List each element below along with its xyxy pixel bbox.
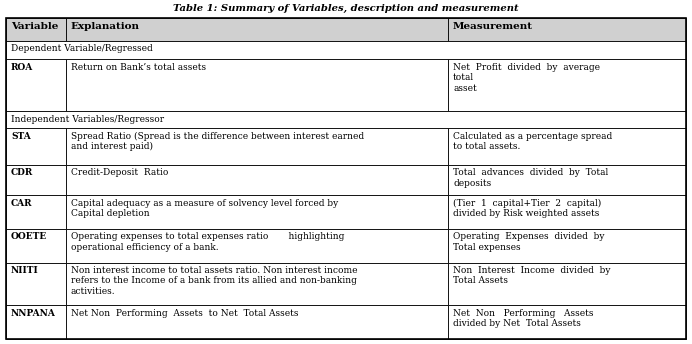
Bar — [6, 229, 66, 262]
Bar — [6, 18, 66, 41]
Text: Return on Bank’s total assets: Return on Bank’s total assets — [71, 63, 206, 72]
Text: Capital adequacy as a measure of solvency level forced by
Capital depletion: Capital adequacy as a measure of solvenc… — [71, 199, 338, 218]
Text: Net  Profit  divided  by  average
total
asset: Net Profit divided by average total asse… — [453, 63, 600, 93]
Bar — [66, 165, 448, 195]
Bar — [66, 305, 448, 339]
Text: NIITI: NIITI — [11, 266, 39, 275]
Text: NNPANA: NNPANA — [11, 309, 56, 318]
Text: Credit-Deposit  Ratio: Credit-Deposit Ratio — [71, 168, 168, 177]
Text: STA: STA — [11, 131, 30, 141]
Bar — [6, 165, 66, 195]
Bar — [66, 195, 448, 229]
Bar — [448, 59, 686, 111]
Bar — [66, 128, 448, 165]
Text: Table 1: Summary of Variables, description and measurement: Table 1: Summary of Variables, descripti… — [173, 4, 519, 13]
Text: Net Non  Performing  Assets  to Net  Total Assets: Net Non Performing Assets to Net Total A… — [71, 309, 298, 318]
Bar — [448, 128, 686, 165]
Bar — [6, 262, 66, 305]
Text: Total  advances  divided  by  Total
deposits: Total advances divided by Total deposits — [453, 168, 608, 187]
Bar — [448, 165, 686, 195]
Bar — [448, 18, 686, 41]
Bar — [66, 18, 448, 41]
Text: Operating  Expenses  divided  by
Total expenses: Operating Expenses divided by Total expe… — [453, 233, 605, 252]
Bar — [6, 59, 66, 111]
Text: ROA: ROA — [11, 63, 33, 72]
Text: Variable: Variable — [11, 22, 58, 31]
Bar — [448, 229, 686, 262]
Text: Measurement: Measurement — [453, 22, 533, 31]
Text: (Tier  1  capital+Tier  2  capital)
divided by Risk weighted assets: (Tier 1 capital+Tier 2 capital) divided … — [453, 199, 601, 218]
Bar — [6, 195, 66, 229]
Bar — [6, 111, 686, 128]
Bar — [66, 262, 448, 305]
Text: Operating expenses to total expenses ratio       highlighting
operational effici: Operating expenses to total expenses rat… — [71, 233, 344, 252]
Bar — [448, 262, 686, 305]
Text: Non  Interest  Income  divided  by
Total Assets: Non Interest Income divided by Total Ass… — [453, 266, 610, 286]
Text: Spread Ratio (Spread is the difference between interest earned
and interest paid: Spread Ratio (Spread is the difference b… — [71, 131, 364, 151]
Text: Net  Non   Performing   Assets
divided by Net  Total Assets: Net Non Performing Assets divided by Net… — [453, 309, 594, 328]
Text: Independent Variables/Regressor: Independent Variables/Regressor — [11, 115, 164, 124]
Bar — [448, 195, 686, 229]
Bar — [66, 229, 448, 262]
Bar — [6, 41, 686, 59]
Text: Dependent Variable/Regressed: Dependent Variable/Regressed — [11, 44, 153, 53]
Text: OOETE: OOETE — [11, 233, 47, 241]
Text: Explanation: Explanation — [71, 22, 140, 31]
Bar — [6, 305, 66, 339]
Bar — [66, 59, 448, 111]
Text: CAR: CAR — [11, 199, 33, 208]
Text: Calculated as a percentage spread
to total assets.: Calculated as a percentage spread to tot… — [453, 131, 612, 151]
Bar — [448, 305, 686, 339]
Text: Non interest income to total assets ratio. Non interest income
refers to the Inc: Non interest income to total assets rati… — [71, 266, 357, 296]
Text: CDR: CDR — [11, 168, 33, 177]
Bar — [6, 128, 66, 165]
